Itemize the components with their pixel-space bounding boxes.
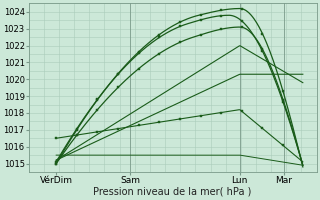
X-axis label: Pression niveau de la mer( hPa ): Pression niveau de la mer( hPa ) <box>93 187 252 197</box>
